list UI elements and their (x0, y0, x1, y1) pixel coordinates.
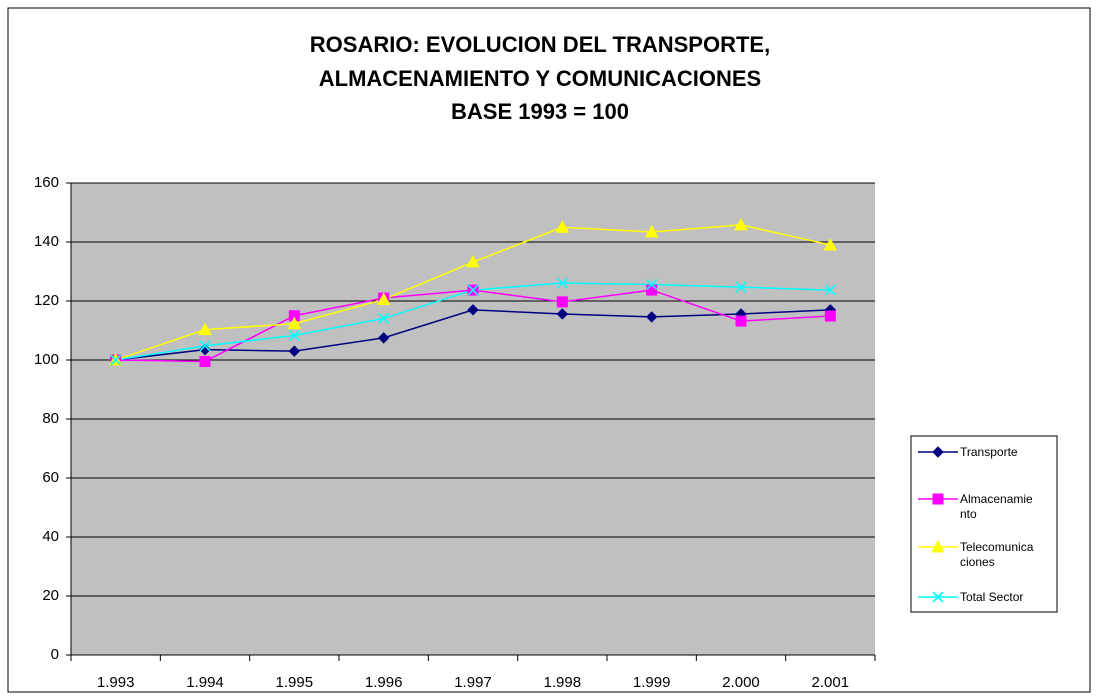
y-tick-label: 0 (51, 646, 59, 663)
marker (645, 311, 658, 323)
x-tick-label: 1.998 (544, 674, 582, 691)
marker (824, 284, 836, 296)
marker (467, 284, 479, 296)
marker (932, 591, 944, 603)
legend-label: Total Sector (960, 590, 1024, 604)
chart-title: ROSARIO: EVOLUCION DEL TRANSPORTE, (310, 32, 770, 57)
x-tick-label: 1.999 (633, 674, 671, 691)
marker (199, 355, 211, 367)
marker (378, 312, 390, 324)
y-tick-label: 140 (34, 233, 59, 250)
marker (735, 315, 747, 327)
marker (931, 539, 945, 553)
legend-label: Telecomunicaciones (960, 540, 1034, 569)
marker (556, 308, 569, 320)
marker (932, 493, 944, 505)
marker (198, 322, 212, 336)
marker (823, 237, 838, 251)
y-tick-label: 80 (42, 410, 59, 427)
marker (287, 316, 302, 330)
marker (199, 340, 211, 352)
chart-title: ALMACENAMIENTO Y COMUNICACIONES (319, 66, 761, 91)
legend-box (910, 435, 1058, 613)
marker (288, 345, 301, 357)
marker (646, 284, 658, 296)
marker (376, 292, 391, 306)
legend-label: Transporte (960, 445, 1018, 459)
y-tick-label: 120 (34, 292, 59, 309)
x-tick-label: 1.994 (186, 674, 224, 691)
marker (556, 277, 568, 289)
marker (735, 281, 747, 293)
x-tick-label: 1.997 (454, 674, 492, 691)
y-tick-label: 40 (42, 528, 59, 545)
marker (288, 329, 300, 342)
marker (466, 255, 480, 268)
marker (646, 278, 658, 291)
x-tick-label: 2.000 (722, 674, 760, 691)
marker (932, 446, 944, 458)
marker (556, 296, 568, 308)
marker (734, 217, 748, 231)
marker (377, 332, 390, 344)
marker (644, 224, 659, 238)
y-tick-label: 100 (34, 351, 59, 368)
chart-title: BASE 1993 = 100 (451, 99, 629, 124)
x-tick-label: 1.993 (97, 674, 135, 691)
x-tick-label: 1.995 (276, 674, 314, 691)
marker (555, 220, 570, 233)
y-tick-label: 20 (42, 587, 59, 604)
marker (110, 354, 122, 366)
marker (824, 310, 836, 322)
marker (467, 304, 479, 316)
marker (199, 343, 211, 356)
y-tick-label: 60 (42, 469, 59, 486)
x-tick-label: 2.001 (812, 674, 850, 691)
y-tick-label: 160 (34, 174, 59, 191)
legend-label: Almacenamiento (960, 492, 1033, 521)
x-tick-label: 1.996 (365, 674, 403, 691)
